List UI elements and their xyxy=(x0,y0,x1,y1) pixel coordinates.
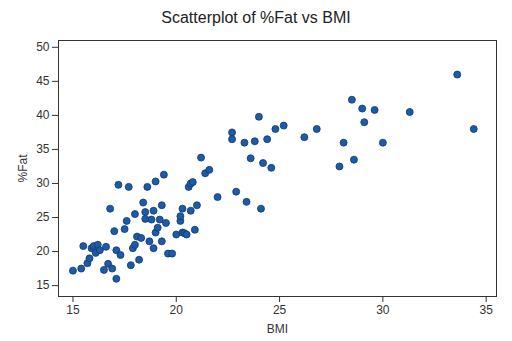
svg-text:15: 15 xyxy=(36,278,50,292)
svg-text:25: 25 xyxy=(36,210,50,224)
html-text:Scatterplot of %Fat vs BMI: Scatterplot of %Fat vs BMI xyxy=(161,9,351,26)
svg-text:%Fat: %Fat xyxy=(16,154,30,183)
svg-text:35: 35 xyxy=(479,303,493,317)
svg-text:20: 20 xyxy=(36,244,50,258)
svg-text:30: 30 xyxy=(36,176,50,190)
svg-text:BMI: BMI xyxy=(267,322,288,336)
svg-text:45: 45 xyxy=(36,74,50,88)
svg-text:35: 35 xyxy=(36,142,50,156)
svg-text:50: 50 xyxy=(36,40,50,54)
svg-text:15: 15 xyxy=(66,303,80,317)
svg-text:30: 30 xyxy=(376,303,390,317)
svg-text:40: 40 xyxy=(36,108,50,122)
svg-text:20: 20 xyxy=(170,303,184,317)
svg-text:25: 25 xyxy=(273,303,287,317)
